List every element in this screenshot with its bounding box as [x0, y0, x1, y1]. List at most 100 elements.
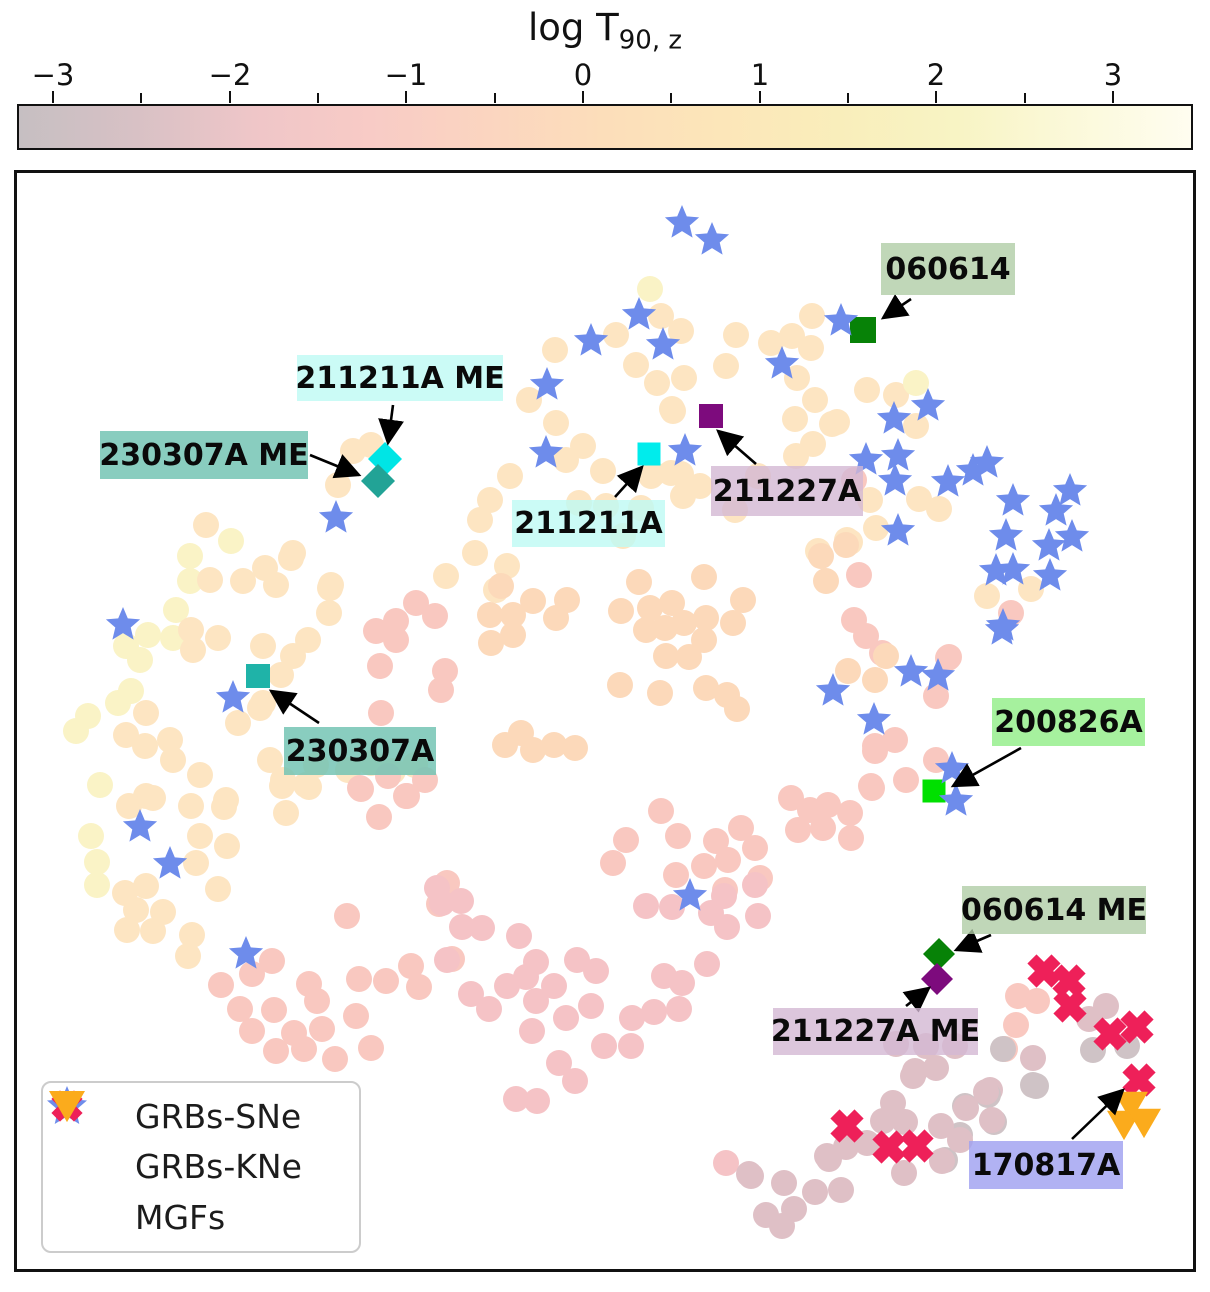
scatter-point	[553, 1005, 579, 1031]
scatter-point	[835, 658, 861, 684]
scatter-point	[607, 672, 633, 698]
scatter-point	[261, 997, 287, 1023]
scatter-point	[691, 564, 717, 590]
scatter-point	[214, 833, 240, 859]
scatter-point	[903, 370, 929, 396]
scatter-point	[163, 597, 189, 623]
scatter-point	[503, 1086, 529, 1112]
scatter-point	[434, 947, 460, 973]
scatter-point	[923, 683, 949, 709]
scatter-point	[578, 993, 604, 1019]
colorbar-tickmark	[405, 91, 407, 103]
grb-kne-x	[830, 1109, 864, 1143]
scatter-point	[160, 747, 186, 773]
scatter-point	[87, 772, 113, 798]
scatter-point	[671, 610, 697, 636]
scatter-point	[619, 1005, 645, 1031]
060614-marker	[850, 317, 876, 343]
scatter-point	[947, 1127, 973, 1153]
scatter-point	[974, 583, 1000, 609]
scatter-point	[183, 850, 209, 876]
colorbar-minor-tickmark	[670, 93, 672, 103]
scatter-point	[449, 914, 475, 940]
scatter-point	[114, 917, 140, 943]
grb-sne-star	[228, 936, 264, 969]
scatter-point	[358, 1035, 384, 1061]
scatter-point	[205, 876, 231, 902]
grb-sne-star	[528, 435, 564, 468]
scatter-point	[63, 718, 89, 744]
scatter-point	[671, 365, 697, 391]
scatter-point	[78, 823, 104, 849]
grb-sne-star	[856, 702, 892, 735]
scatter-point	[979, 1107, 1005, 1133]
colorbar-minor-tickmark	[140, 93, 142, 103]
colorbar-minor-tickmark	[494, 93, 496, 103]
211227A-arrow	[716, 429, 757, 465]
colorbar-ticklabel: 2	[926, 58, 946, 92]
grb-sne-star	[995, 552, 1031, 585]
scatter-point	[140, 918, 166, 944]
grb-sne-star	[930, 464, 966, 497]
scatter-point	[637, 595, 663, 621]
scatter-canvas	[63, 205, 1161, 1239]
scatter-point	[808, 543, 834, 569]
plot-area: 060614 211211A ME 230307A ME 211211A 211227A…	[14, 170, 1196, 1272]
scatter-point	[745, 903, 771, 929]
scatter-point	[469, 915, 495, 941]
scatter-point	[506, 923, 532, 949]
scatter-point	[714, 914, 740, 940]
scatter-point	[225, 710, 251, 736]
scatter-point	[383, 627, 409, 653]
scatter-point	[863, 515, 889, 541]
legend: GRBs-SNe GRBs-KNe MGFs	[41, 1081, 361, 1253]
scatter-point	[730, 587, 756, 613]
scatter-point	[713, 1150, 739, 1176]
scatter-point	[259, 948, 285, 974]
scatter-point	[862, 733, 888, 759]
scatter-point	[263, 572, 289, 598]
colorbar-tickmark	[52, 91, 54, 103]
grb-kne-x	[1122, 1063, 1156, 1097]
scatter-point	[802, 387, 828, 413]
scatter-point	[626, 569, 652, 595]
scatter-point	[433, 563, 459, 589]
211211A-annotation-label: 211211A	[512, 500, 665, 547]
scatter-point	[180, 637, 206, 663]
colorbar-minor-tickmark	[317, 93, 319, 103]
scatter-point	[175, 943, 201, 969]
scatter-point	[123, 897, 149, 923]
scatter-point	[1003, 1012, 1029, 1038]
scatter-point	[394, 783, 420, 809]
scatter-point	[659, 590, 685, 616]
scatter-point	[728, 815, 754, 841]
grb-sne-star	[920, 658, 956, 691]
200826A-marker	[922, 779, 946, 803]
scatter-point	[205, 625, 231, 651]
scatter-point	[663, 862, 689, 888]
colorbar-ticklabel: 1	[750, 58, 770, 92]
211211A-ME-annotation-label: 211211A ME	[295, 355, 505, 401]
scatter-point	[211, 794, 237, 820]
scatter-point	[291, 1036, 317, 1062]
scatter-point	[693, 605, 719, 631]
scatter-point	[179, 922, 205, 948]
colorbar-tickmark	[1112, 91, 1114, 103]
colorbar-ticklabel: −3	[31, 58, 75, 92]
scatter-point	[758, 330, 784, 356]
scatter-point	[736, 1161, 762, 1187]
230307A-arrow	[268, 689, 320, 725]
scatter-point	[478, 630, 504, 656]
scatter-point	[230, 568, 256, 594]
grb-sne-star	[880, 513, 916, 546]
scatter-point	[771, 1170, 797, 1196]
legend-item-grbs-kne: GRBs-KNe	[51, 1090, 349, 1186]
scatter-point	[903, 413, 929, 439]
grb-sne-star	[621, 297, 657, 330]
scatter-point	[462, 540, 488, 566]
060614-annotation-label: 060614	[881, 243, 1015, 295]
grb-sne-star	[1054, 519, 1090, 552]
scatter-point	[778, 785, 804, 811]
grb-sne-star	[672, 878, 708, 911]
scatter-point	[824, 409, 850, 435]
